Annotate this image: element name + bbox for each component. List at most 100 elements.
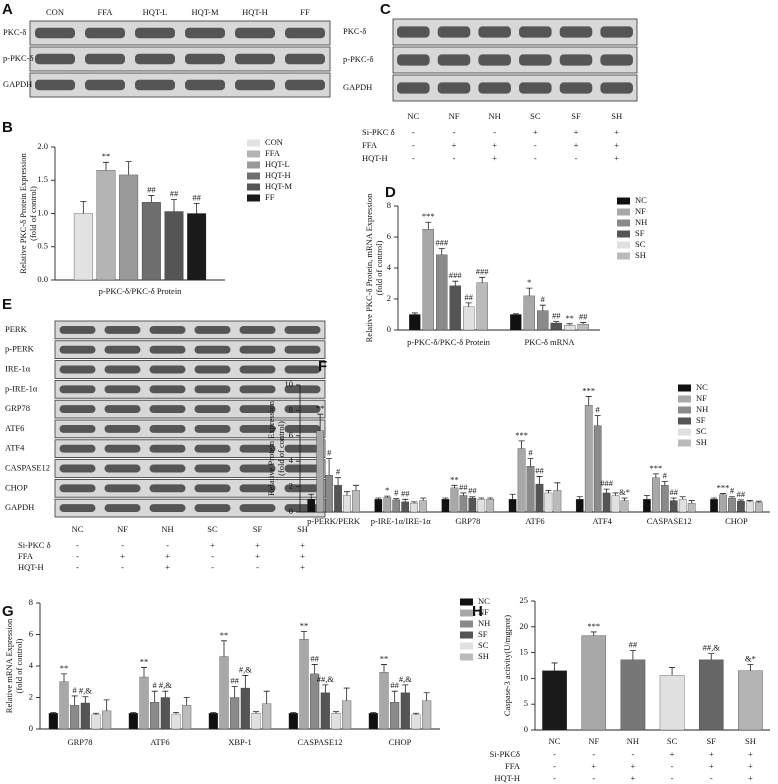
significance: ##,& (703, 643, 721, 653)
error-bar (545, 490, 552, 493)
bar (698, 659, 724, 731)
error-bar (61, 673, 67, 682)
blot-band (397, 82, 430, 94)
significance: &* (745, 653, 756, 663)
x-tick-label: CHOP (725, 516, 748, 526)
blot-band (104, 345, 141, 354)
bar (738, 670, 763, 731)
lane-label: SC (530, 111, 541, 121)
error-bar (393, 498, 400, 500)
bar (374, 499, 383, 513)
error-bar (375, 497, 382, 500)
treatment-mark: - (534, 153, 537, 163)
error-bar (728, 496, 735, 499)
treatment-label: Si-PKC δ (18, 540, 51, 550)
x-tick-label: ATF6 (525, 516, 544, 526)
x-tick-label: SH (745, 736, 756, 746)
significance: # (336, 467, 341, 477)
bar (659, 675, 685, 731)
blot-band (437, 54, 471, 66)
bar (141, 202, 161, 281)
blot-band (185, 79, 225, 91)
treatment-mark: + (748, 761, 753, 771)
treatment-mark: + (614, 153, 619, 163)
blot-row-label: ATF4 (5, 443, 25, 453)
blot-band (104, 365, 141, 374)
error-bar (80, 201, 87, 214)
legend-label: NF (635, 206, 646, 216)
error-bar (566, 323, 573, 326)
significance: ### (449, 270, 463, 280)
error-bar (460, 492, 467, 496)
error-bar (669, 667, 676, 676)
bar (208, 713, 218, 730)
error-bar (747, 664, 754, 671)
blot-band (59, 365, 96, 374)
blot-band (185, 27, 225, 39)
error-bar (708, 653, 715, 660)
treatment-mark: - (631, 749, 634, 759)
blot-band (104, 424, 141, 433)
treatment-mark: - (211, 562, 214, 572)
bar (342, 700, 352, 730)
blot-band (239, 325, 276, 334)
blot-row-label: IRE-1α (5, 363, 31, 373)
blot-row-label: p-IRE-1α (5, 383, 38, 393)
bar (331, 713, 341, 730)
bar (643, 499, 651, 513)
treatment-mark: + (670, 749, 675, 759)
error-bar (151, 690, 158, 703)
error-bar (402, 684, 409, 693)
blot-band (600, 26, 633, 38)
bar (463, 306, 475, 331)
y-tick-label: 0 (289, 506, 293, 516)
error-bar (688, 500, 695, 504)
bar (754, 502, 763, 513)
significance: ### (600, 478, 614, 488)
significance: ## (629, 639, 638, 649)
blot-band (35, 79, 75, 91)
blot-band (149, 424, 186, 433)
blot-band (59, 464, 96, 473)
error-bar (125, 161, 132, 175)
blot-band (35, 53, 75, 65)
error-bar (381, 664, 387, 673)
blot-row-label: CASPASE12 (5, 462, 50, 472)
significance: ## (579, 312, 588, 322)
blot-band (149, 325, 186, 334)
blot-strip (54, 439, 326, 458)
error-bar (670, 497, 677, 501)
error-bar (384, 495, 391, 498)
error-bar (344, 491, 350, 496)
blot-band (194, 325, 231, 334)
blot-band (559, 26, 593, 38)
treatment-mark: - (671, 773, 674, 783)
treatment-mark: - (211, 551, 214, 561)
x-tick-label: p-PERK/PERK (307, 516, 361, 526)
blot-band (397, 54, 430, 66)
treatment-label: HQT-H (18, 562, 44, 572)
blot-band (478, 26, 511, 38)
y-axis-label: (fold of control) (276, 421, 286, 476)
bar (240, 687, 250, 730)
legend-swatch (617, 197, 630, 205)
x-tick-label: SC (667, 736, 678, 746)
panel-letter: E (2, 296, 12, 313)
treatment-mark: - (166, 540, 169, 550)
bar (320, 692, 330, 730)
treatment-mark: + (631, 773, 636, 783)
blot-band (85, 53, 125, 65)
blot-band (194, 484, 231, 493)
significance: *** (515, 430, 528, 440)
error-bar (50, 712, 57, 714)
treatment-mark: - (493, 127, 496, 137)
significance: # (730, 486, 735, 496)
treatment-mark: - (553, 773, 556, 783)
error-bar (518, 440, 525, 449)
bar (251, 713, 261, 730)
blot-band (239, 424, 276, 433)
blot-band (135, 27, 175, 39)
blot-band (285, 53, 325, 65)
error-bar (71, 695, 78, 706)
